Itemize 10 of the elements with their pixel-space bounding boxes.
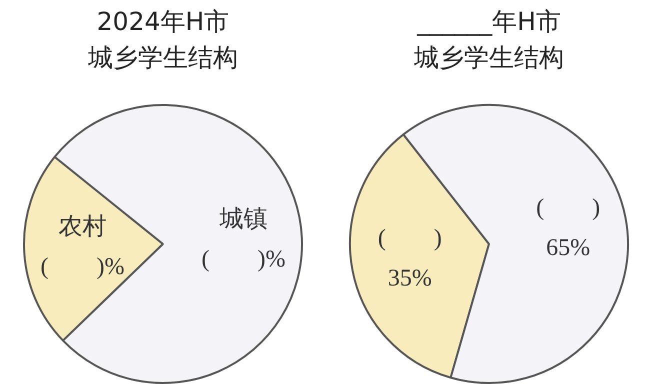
data-label: 65% <box>546 234 590 261</box>
chart-title: ______年H市城乡学生结构 <box>413 6 565 74</box>
slice-label: ( ) <box>378 226 442 252</box>
data-label: 35% <box>388 266 432 292</box>
slice-label: ( ) <box>536 194 600 221</box>
slice-label: 农村 <box>58 214 106 240</box>
data-label: ( )% <box>202 246 286 273</box>
slice-label: 城镇 <box>218 206 268 233</box>
chart-title: 2024年H市城乡学生结构 <box>87 6 239 74</box>
data-label: ( )% <box>40 254 124 280</box>
